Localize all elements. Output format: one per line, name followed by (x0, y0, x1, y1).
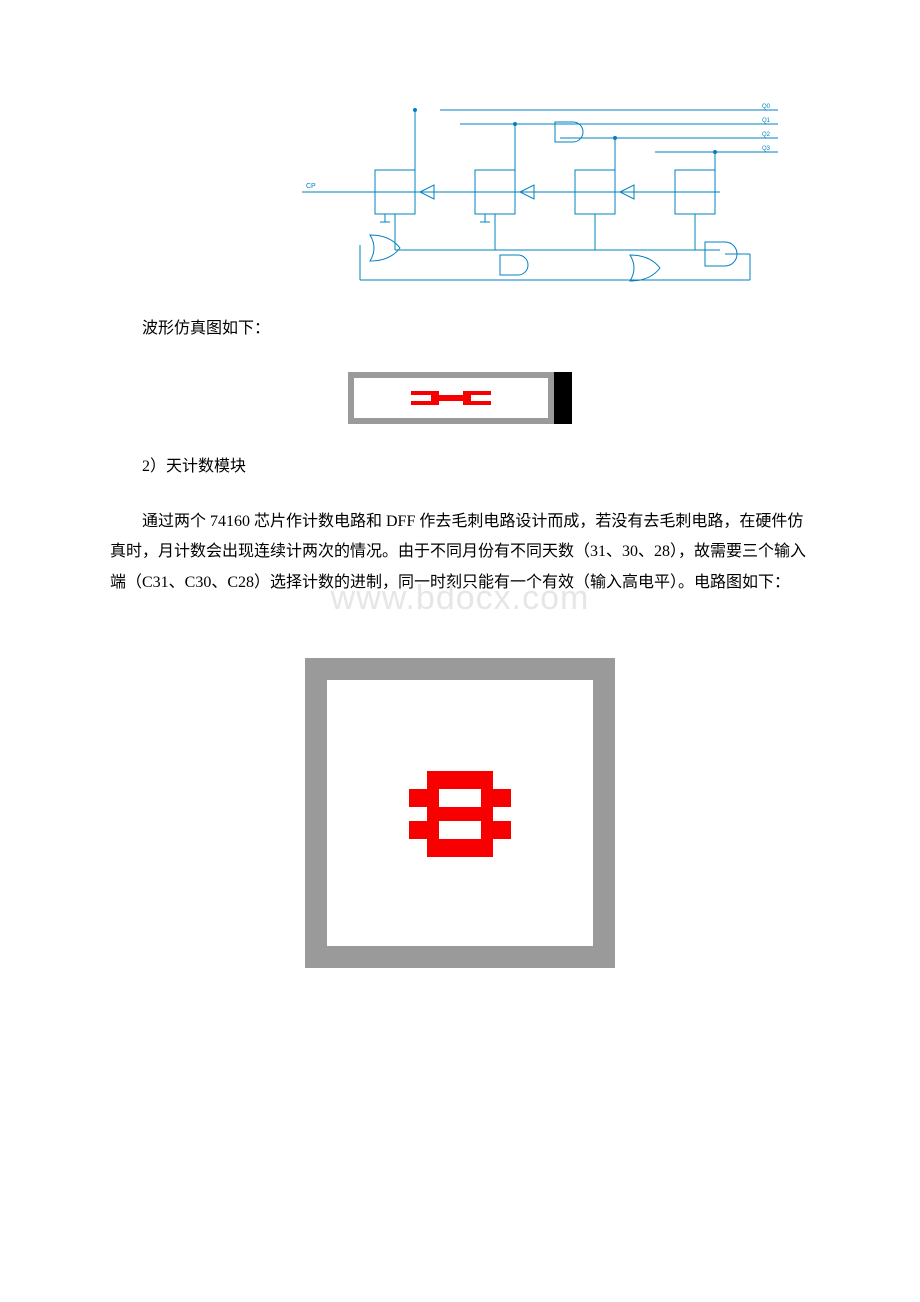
section2-body: 通过两个 74160 芯片作计数电路和 DFF 作去毛刺电路设计而成，若没有去毛… (110, 507, 810, 598)
circuit-svg: CP Q0 Q1 Q2 Q3 (300, 100, 780, 290)
placeholder-red-icon (385, 753, 535, 873)
section2-title: 2）天计数模块 (110, 452, 810, 482)
circuit-image-placeholder (305, 658, 615, 968)
page: CP Q0 Q1 Q2 Q3 波形仿真图如下： 2）天计数模块 通过两个 741… (0, 0, 920, 1302)
section2-body-wrap: 通过两个 74160 芯片作计数电路和 DFF 作去毛刺电路设计而成，若没有去毛… (110, 507, 810, 598)
waveform-caption: 波形仿真图如下： (110, 314, 810, 344)
q3-label: Q3 (762, 146, 771, 152)
waveform-inner (354, 378, 548, 418)
waveform-red-icon (401, 387, 501, 409)
waveform-black-bar (554, 372, 572, 424)
q1-label: Q1 (762, 118, 771, 124)
cp-label: CP (306, 183, 316, 190)
q2-label: Q2 (762, 132, 771, 138)
waveform-placeholder (348, 372, 572, 424)
q0-label: Q0 (762, 104, 771, 110)
circuit-image-inner (327, 680, 593, 946)
circuit-schematic: CP Q0 Q1 Q2 Q3 (300, 100, 780, 290)
